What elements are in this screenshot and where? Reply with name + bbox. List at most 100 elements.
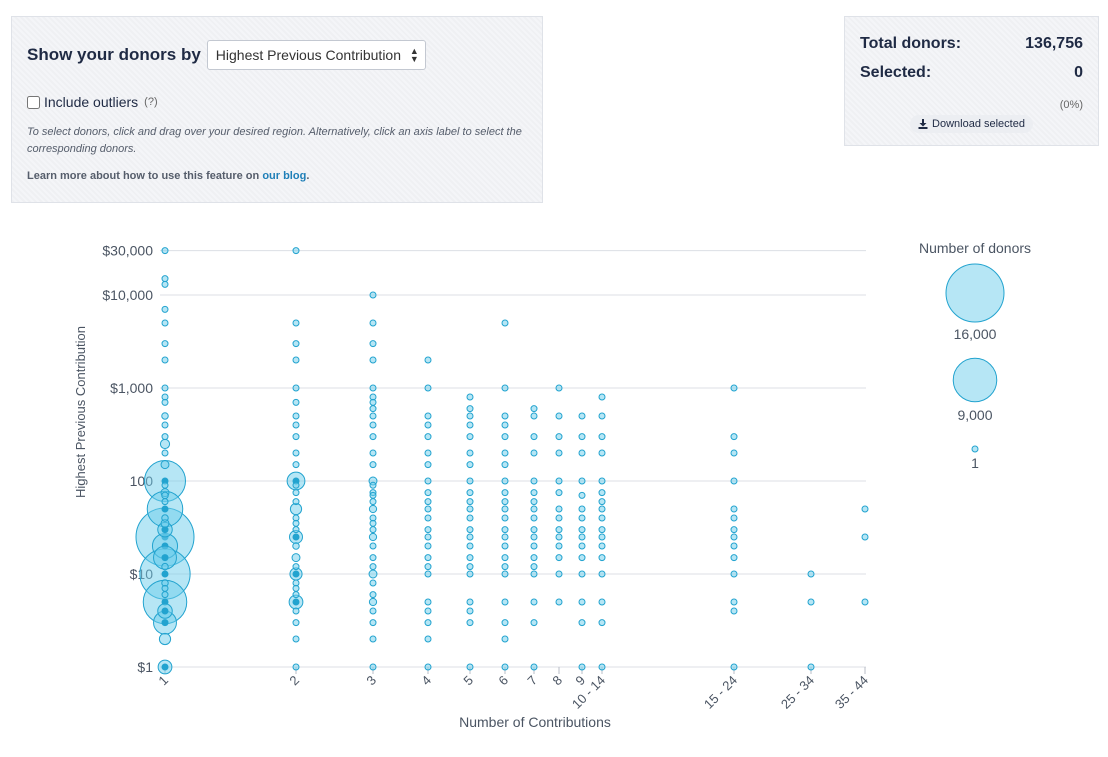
bubble[interactable]: [161, 491, 169, 500]
bubble[interactable]: [555, 598, 563, 606]
bubble[interactable]: [369, 554, 377, 562]
bubble[interactable]: [292, 519, 300, 527]
bubble[interactable]: [530, 433, 538, 441]
metric-select[interactable]: Highest Previous Contribution ▲ ▼: [206, 40, 426, 70]
bubble[interactable]: [466, 489, 474, 497]
bubble[interactable]: [578, 619, 586, 627]
y-axis-ticks[interactable]: $1$10100$1,000$10,000$30,000: [102, 243, 153, 675]
bubble[interactable]: [501, 498, 509, 506]
bubble[interactable]: [730, 607, 738, 615]
bubble[interactable]: [598, 412, 606, 420]
bubble[interactable]: [466, 477, 474, 485]
bubble[interactable]: [466, 619, 474, 627]
bubble[interactable]: [555, 477, 563, 485]
bubble[interactable]: [861, 598, 869, 606]
bubble[interactable]: [424, 533, 432, 541]
bubble[interactable]: [501, 554, 509, 562]
bubble[interactable]: [161, 280, 169, 288]
bubble[interactable]: [158, 632, 172, 646]
bubble[interactable]: [424, 635, 432, 643]
bubble[interactable]: [555, 570, 563, 578]
bubble[interactable]: [530, 405, 538, 413]
bubble[interactable]: [424, 526, 432, 534]
bubble[interactable]: [501, 433, 509, 441]
bubble[interactable]: [466, 405, 474, 413]
bubble[interactable]: [598, 570, 606, 578]
bubble[interactable]: [424, 384, 432, 392]
bubble[interactable]: [161, 340, 169, 348]
bubble[interactable]: [292, 384, 300, 392]
bubble[interactable]: [161, 562, 169, 571]
bubble[interactable]: [292, 542, 300, 550]
bubble[interactable]: [501, 533, 509, 541]
bubble[interactable]: [466, 526, 474, 534]
bubble[interactable]: [369, 405, 377, 413]
bubble[interactable]: [730, 526, 738, 534]
bubble[interactable]: [424, 461, 432, 469]
y-tick-label[interactable]: $30,000: [102, 243, 153, 259]
bubble[interactable]: [292, 607, 300, 615]
bubble[interactable]: [368, 569, 378, 579]
bubble[interactable]: [501, 461, 509, 469]
x-tick-label[interactable]: 35 - 44: [832, 673, 871, 712]
bubble[interactable]: [578, 477, 586, 485]
bubble[interactable]: [424, 477, 432, 485]
bubble[interactable]: [161, 356, 169, 364]
y-tick-label[interactable]: $1: [137, 659, 153, 675]
bubble[interactable]: [578, 542, 586, 550]
bubble[interactable]: [530, 619, 538, 627]
bubble[interactable]: [501, 598, 509, 606]
bubble[interactable]: [161, 591, 169, 599]
bubble[interactable]: [530, 663, 538, 671]
bubble[interactable]: [369, 542, 377, 550]
bubble[interactable]: [292, 526, 300, 534]
bubble[interactable]: [424, 570, 432, 578]
bubble[interactable]: [530, 563, 538, 571]
bubble[interactable]: [578, 412, 586, 420]
bubble[interactable]: [730, 477, 738, 485]
y-tick-label[interactable]: $10,000: [102, 287, 153, 303]
x-tick-label[interactable]: 3: [363, 673, 379, 689]
bubble[interactable]: [598, 505, 606, 513]
bubble[interactable]: [466, 433, 474, 441]
bubble[interactable]: [730, 542, 738, 550]
bubble[interactable]: [555, 526, 563, 534]
bubble[interactable]: [730, 570, 738, 578]
bubble[interactable]: [424, 433, 432, 441]
bubble[interactable]: [730, 663, 738, 671]
bubble[interactable]: [369, 519, 377, 527]
bubble[interactable]: [161, 305, 169, 313]
bubble[interactable]: [466, 393, 474, 401]
bubble[interactable]: [159, 438, 171, 450]
bubble[interactable]: [424, 412, 432, 420]
bubble[interactable]: [578, 554, 586, 562]
bubble[interactable]: [501, 663, 509, 671]
bubble[interactable]: [292, 421, 300, 429]
bubble[interactable]: [292, 498, 300, 506]
bubble[interactable]: [424, 619, 432, 627]
bubble[interactable]: [598, 514, 606, 522]
bubble[interactable]: [424, 554, 432, 562]
bubble[interactable]: [424, 514, 432, 522]
bubble[interactable]: [598, 619, 606, 627]
bubble[interactable]: [501, 514, 509, 522]
bubble[interactable]: [161, 398, 169, 406]
x-tick-label[interactable]: 2: [286, 673, 302, 689]
include-outliers-checkbox[interactable]: [27, 95, 40, 109]
bubble[interactable]: [368, 597, 378, 607]
bubble[interactable]: [530, 498, 538, 506]
bubble[interactable]: [578, 491, 586, 499]
bubble[interactable]: [598, 489, 606, 497]
bubble[interactable]: [292, 412, 300, 420]
bubble[interactable]: [530, 570, 538, 578]
bubble[interactable]: [424, 542, 432, 550]
bubble[interactable]: [598, 533, 606, 541]
bubble[interactable]: [161, 421, 169, 429]
bubble[interactable]: [369, 340, 377, 348]
bubble[interactable]: [161, 449, 169, 457]
bubble[interactable]: [466, 505, 474, 513]
bubble[interactable]: [369, 319, 377, 327]
outliers-help-icon[interactable]: (?): [144, 96, 158, 108]
bubble[interactable]: [555, 412, 563, 420]
